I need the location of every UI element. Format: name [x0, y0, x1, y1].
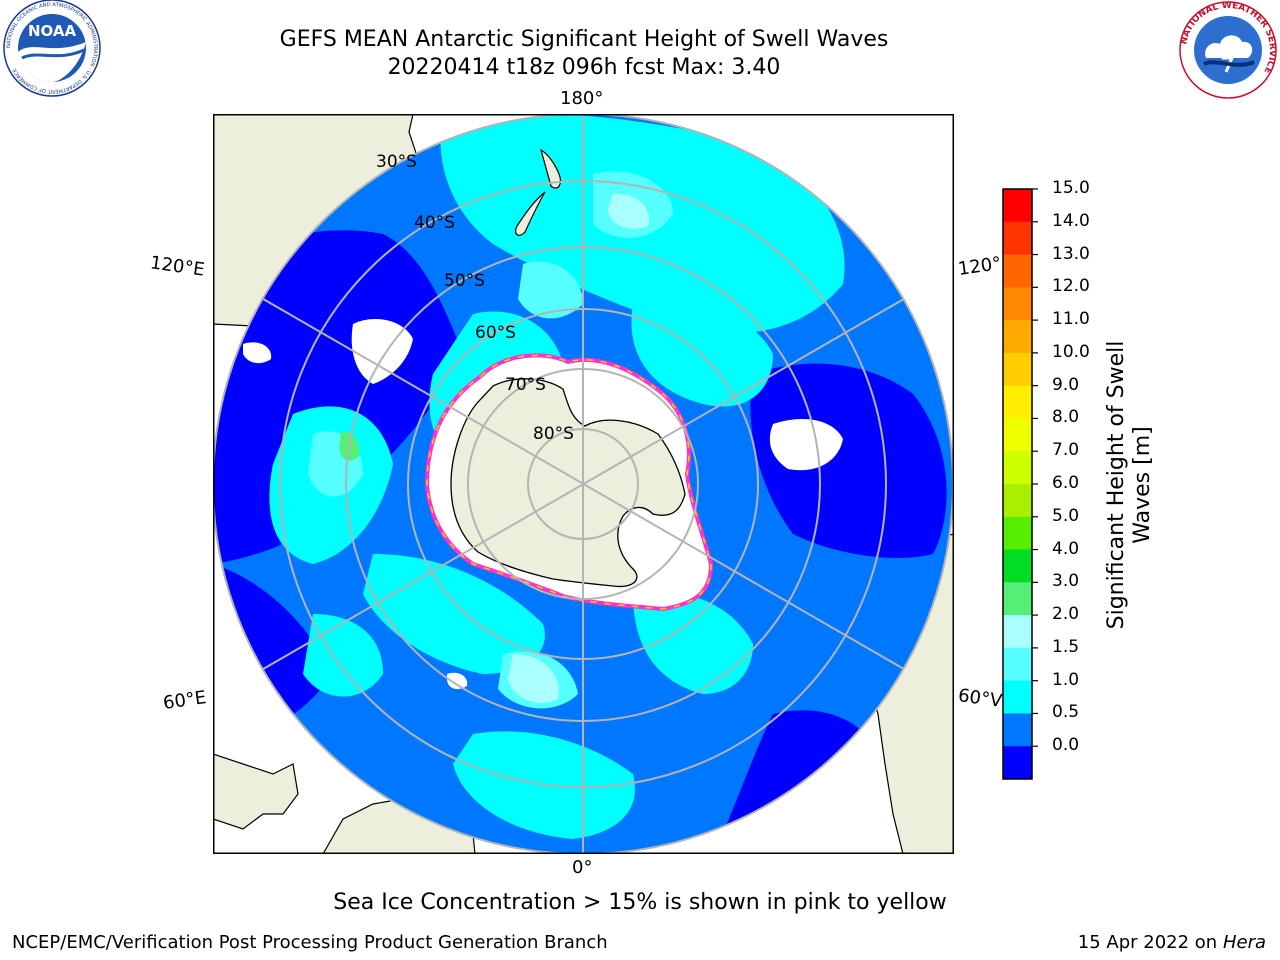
colorbar-segment — [1003, 221, 1032, 256]
colorbar-segment — [1003, 320, 1032, 354]
lat-label-70s: 70°S — [505, 375, 546, 395]
lon-label-180: 180° — [560, 88, 604, 109]
colorbar-tick-label: 6.0 — [1052, 473, 1080, 493]
colorbar-tick-label: 11.0 — [1052, 309, 1090, 330]
colorbar-tick-label: 13.0 — [1052, 243, 1090, 264]
nws-logo: NATIONAL WEATHER SERVICE — [1176, 0, 1280, 104]
colorbar-segment — [1003, 451, 1032, 485]
colorbar-tick-label: 9.0 — [1052, 374, 1080, 395]
colorbar-segment — [1003, 516, 1032, 551]
run-date: 15 Apr 2022 on Hera — [1078, 932, 1266, 953]
colorbar-segment — [1003, 254, 1032, 288]
colorbar-segment — [1003, 615, 1032, 649]
graticule — [213, 114, 953, 854]
producer-credit: NCEP/EMC/Verification Post Processing Pr… — [12, 932, 608, 953]
run-date-text: 15 Apr 2022 on — [1077, 932, 1223, 953]
colorbar-tick-label: 10.0 — [1052, 341, 1090, 362]
colorbar-segment — [1003, 189, 1032, 223]
colorbar-segment — [1003, 713, 1032, 747]
colorbar-label: Significant Height of Swell Waves [m] — [1104, 341, 1156, 630]
colorbar-tick-label: 4.0 — [1052, 538, 1080, 559]
colorbar-tick-label: 1.0 — [1052, 669, 1080, 690]
colorbar-label-line2: Waves [m] — [1130, 426, 1155, 544]
chart-subtitle: 20220414 t18z 096h fcst Max: 3.40 — [387, 55, 781, 80]
colorbar-tick-label: 2.0 — [1052, 604, 1080, 625]
colorbar-label-line1: Significant Height of Swell — [1104, 340, 1129, 630]
colorbar-segment — [1003, 287, 1032, 321]
lat-label-60s: 60°S — [475, 323, 516, 343]
noaa-logo-text: NOAA — [28, 22, 77, 40]
colorbar-segment — [1003, 484, 1032, 518]
new-zealand — [514, 148, 562, 236]
sea-ice-note: Sea Ice Concentration > 15% is shown in … — [333, 890, 947, 915]
colorbar-segment — [1003, 680, 1032, 714]
lon-label-60e: 60°E — [161, 687, 208, 714]
colorbar-tick-label: 3.0 — [1052, 571, 1080, 592]
colorbar-segment — [1003, 647, 1032, 682]
map-border — [213, 114, 954, 854]
antarctica — [424, 353, 714, 612]
colorbar-tick-label: 8.0 — [1052, 407, 1080, 428]
lat-label-80s: 80°S — [533, 424, 574, 444]
lon-label-120w: 120° — [956, 253, 1003, 280]
colorbar-tick-label: 15.0 — [1052, 178, 1090, 198]
colorbar-tick-label: 7.0 — [1052, 440, 1080, 461]
colorbar-segment — [1003, 582, 1032, 616]
polar-map — [212, 113, 954, 855]
lon-label-60w: 60°V — [956, 685, 1004, 712]
colorbar-tick-label: 0.0 — [1052, 735, 1080, 756]
colorbar-tick-label: 0.5 — [1052, 702, 1080, 723]
colorbar-tick-label: 5.0 — [1052, 505, 1080, 526]
colorbar-segment — [1003, 746, 1032, 780]
colorbar-segment — [1003, 352, 1032, 387]
colorbar-tick-label: 12.0 — [1052, 276, 1090, 297]
chart-title: GEFS MEAN Antarctic Significant Height o… — [279, 27, 889, 52]
colorbar-segment — [1003, 549, 1032, 583]
colorbar-tick-label: 1.5 — [1052, 636, 1080, 657]
lat-label-30s: 30°S — [376, 152, 417, 172]
colorbar-segment — [1003, 385, 1032, 419]
colorbar — [1002, 188, 1046, 786]
run-machine: Hera — [1222, 932, 1266, 953]
lon-label-0: 0° — [572, 857, 593, 878]
lat-label-40s: 40°S — [414, 213, 455, 233]
colorbar-tick-label: 14.0 — [1052, 210, 1090, 231]
lon-label-120e: 120°E — [148, 252, 206, 281]
noaa-logo: NOAA NATIONAL OCEANIC AND ATMOSPHERIC AD… — [0, 0, 106, 104]
colorbar-segment — [1003, 418, 1032, 452]
lat-label-50s: 50°S — [444, 271, 485, 291]
